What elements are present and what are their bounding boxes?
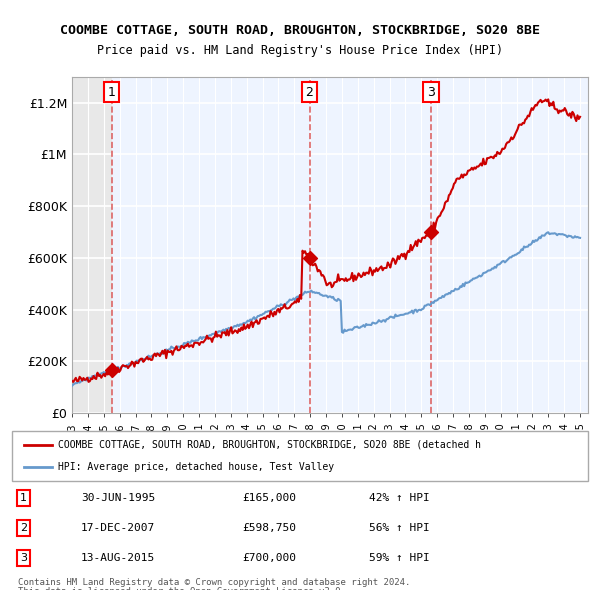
Text: 3: 3 xyxy=(20,553,27,563)
Text: 42% ↑ HPI: 42% ↑ HPI xyxy=(369,493,430,503)
Text: 56% ↑ HPI: 56% ↑ HPI xyxy=(369,523,430,533)
Text: 30-JUN-1995: 30-JUN-1995 xyxy=(81,493,155,503)
Text: 2: 2 xyxy=(20,523,27,533)
Text: COOMBE COTTAGE, SOUTH ROAD, BROUGHTON, STOCKBRIDGE, SO20 8BE (detached h: COOMBE COTTAGE, SOUTH ROAD, BROUGHTON, S… xyxy=(58,440,481,450)
Text: HPI: Average price, detached house, Test Valley: HPI: Average price, detached house, Test… xyxy=(58,462,334,472)
Text: £700,000: £700,000 xyxy=(242,553,296,563)
Text: £165,000: £165,000 xyxy=(242,493,296,503)
Text: 59% ↑ HPI: 59% ↑ HPI xyxy=(369,553,430,563)
Point xyxy=(305,253,314,263)
Text: COOMBE COTTAGE, SOUTH ROAD, BROUGHTON, STOCKBRIDGE, SO20 8BE: COOMBE COTTAGE, SOUTH ROAD, BROUGHTON, S… xyxy=(60,24,540,37)
Text: 3: 3 xyxy=(427,86,435,99)
Text: Price paid vs. HM Land Registry's House Price Index (HPI): Price paid vs. HM Land Registry's House … xyxy=(97,44,503,57)
Point xyxy=(107,366,116,375)
Text: 1: 1 xyxy=(20,493,27,503)
Text: 2: 2 xyxy=(305,86,313,99)
Bar xyxy=(72,77,112,413)
Text: Contains HM Land Registry data © Crown copyright and database right 2024.: Contains HM Land Registry data © Crown c… xyxy=(18,578,410,587)
Text: 1: 1 xyxy=(107,86,116,99)
Text: This data is licensed under the Open Government Licence v3.0.: This data is licensed under the Open Gov… xyxy=(18,587,346,590)
Text: 17-DEC-2007: 17-DEC-2007 xyxy=(81,523,155,533)
Text: £598,750: £598,750 xyxy=(242,523,296,533)
FancyBboxPatch shape xyxy=(12,431,588,481)
Point xyxy=(427,227,436,237)
Text: 13-AUG-2015: 13-AUG-2015 xyxy=(81,553,155,563)
